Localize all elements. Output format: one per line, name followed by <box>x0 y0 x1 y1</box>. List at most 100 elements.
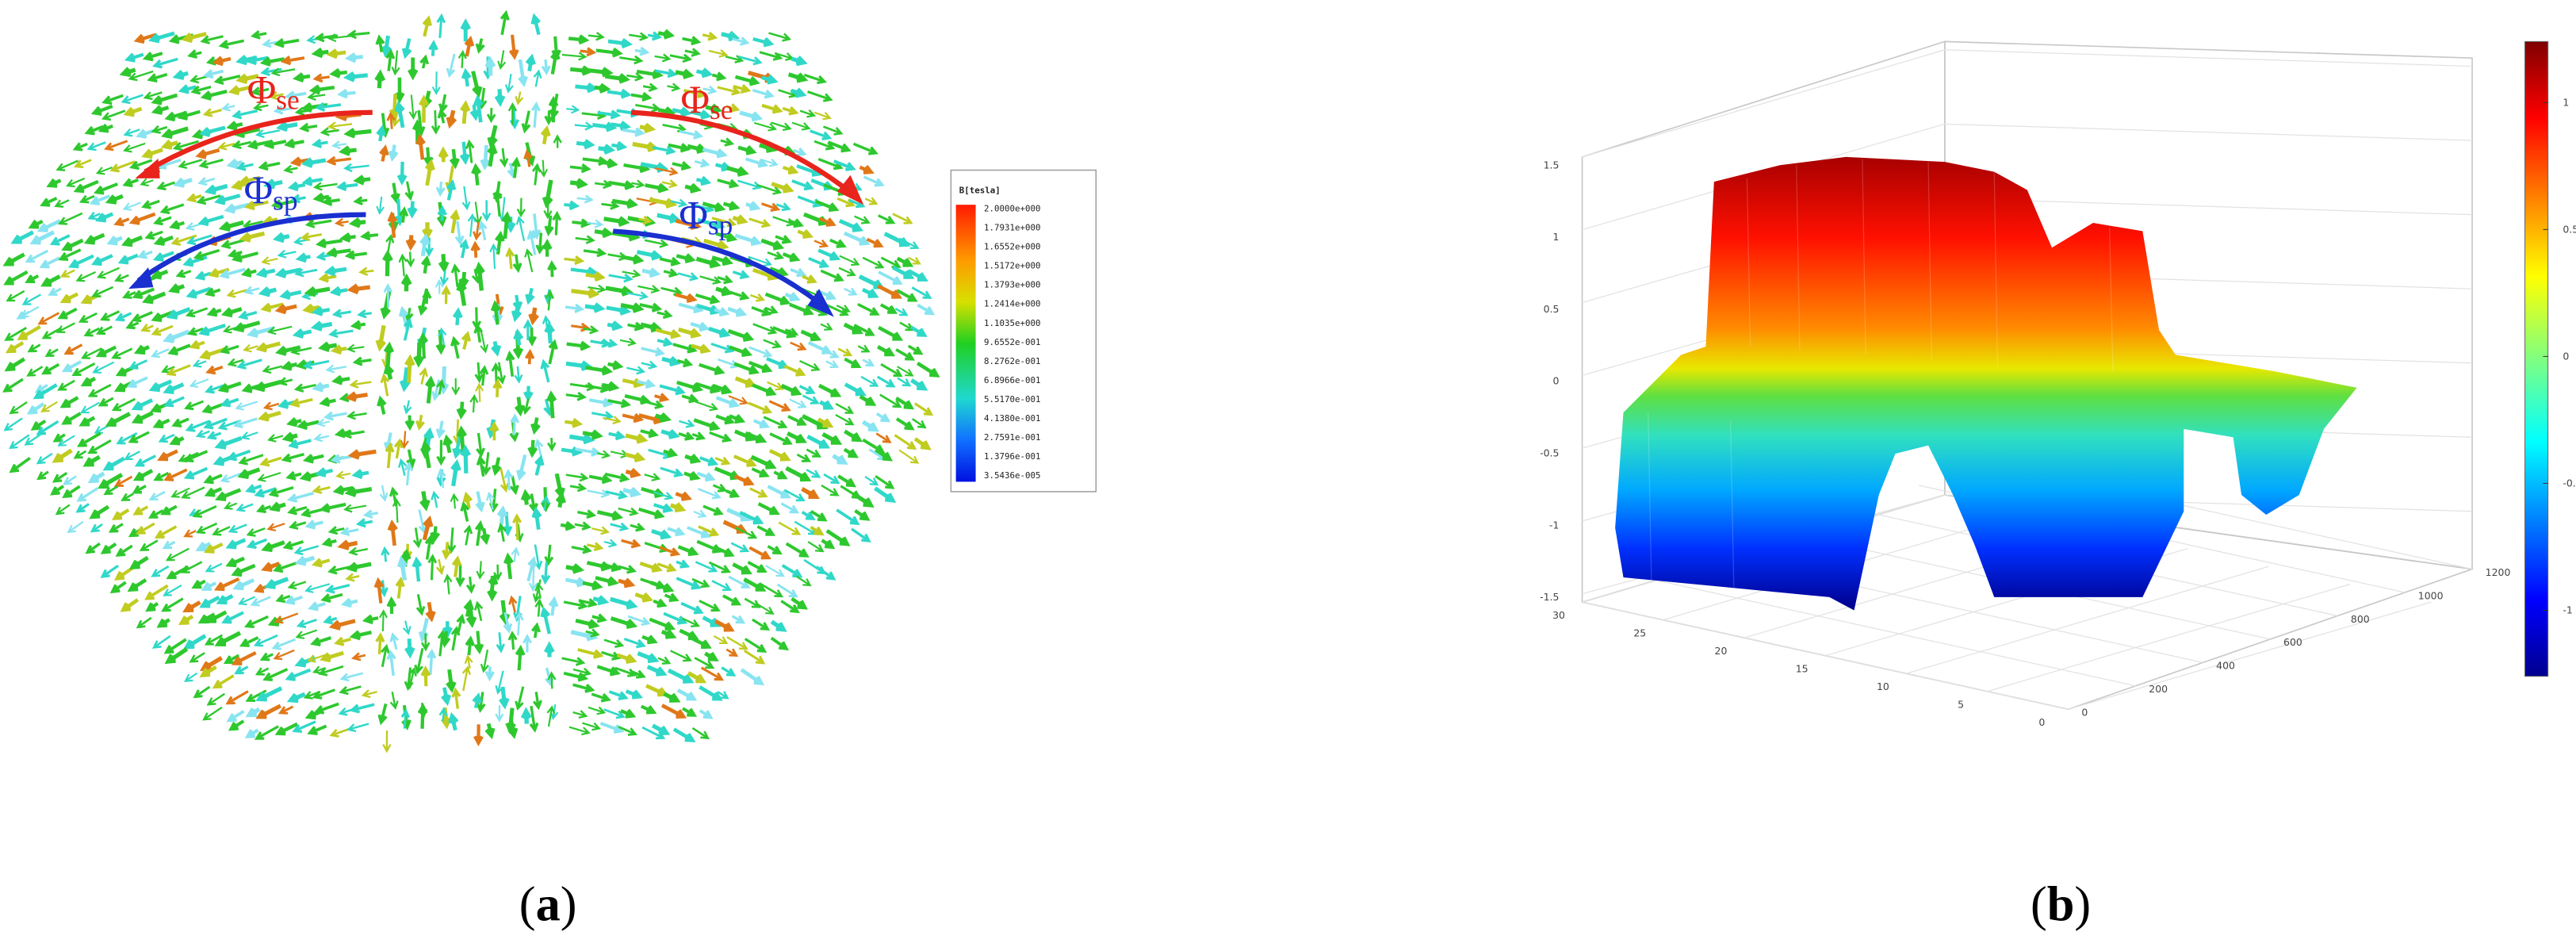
field-arrow <box>414 648 424 675</box>
field-arrow <box>582 722 602 731</box>
field-arrow <box>204 487 223 497</box>
field-arrow <box>301 176 323 186</box>
field-arrow <box>878 325 904 341</box>
field-arrow <box>693 418 721 431</box>
field-arrow <box>379 580 389 598</box>
field-arrow <box>733 474 755 486</box>
field-arrow <box>695 175 712 186</box>
field-arrow <box>3 270 29 286</box>
field-arrow <box>908 256 921 265</box>
field-arrow <box>144 584 169 600</box>
field-arrow <box>478 220 488 241</box>
field-arrow <box>99 310 121 321</box>
field-arrow <box>505 350 515 377</box>
field-arrow <box>534 438 544 459</box>
field-arrow <box>446 527 457 554</box>
field-arrow <box>859 394 877 406</box>
field-arrow <box>24 433 42 446</box>
field-arrow <box>681 707 698 717</box>
field-arrow <box>386 596 397 614</box>
field-arrow <box>790 341 807 351</box>
field-arrow <box>806 448 822 458</box>
field-arrow <box>473 323 484 343</box>
field-arrow <box>852 491 875 508</box>
field-arrow <box>199 595 220 608</box>
field-arrow <box>192 359 207 368</box>
field-arrow <box>394 198 405 227</box>
field-arrow <box>289 397 313 408</box>
field-arrow <box>768 400 791 412</box>
field-arrow <box>351 652 366 661</box>
field-arrow <box>450 626 461 651</box>
field-arrow <box>437 468 446 489</box>
field-arrow <box>780 502 800 514</box>
field-arrow <box>292 72 311 83</box>
field-arrow <box>714 545 735 558</box>
field-arrow <box>819 400 835 410</box>
field-arrow <box>348 217 366 228</box>
field-arrow <box>255 129 280 139</box>
x-grid <box>1649 578 2136 687</box>
field-arrow <box>214 631 242 647</box>
field-arrow <box>122 142 146 153</box>
field-arrow <box>670 650 693 662</box>
field-arrow <box>178 84 197 94</box>
field-arrow <box>220 239 246 250</box>
field-arrow <box>161 126 189 140</box>
field-arrow <box>604 472 630 483</box>
field-arrow <box>503 552 514 580</box>
field-arrow <box>455 563 465 588</box>
field-arrow <box>790 87 807 98</box>
field-arrow <box>4 327 27 341</box>
field-arrow <box>624 393 652 405</box>
field-arrow <box>486 491 496 510</box>
field-arrow <box>542 179 553 209</box>
field-arrow <box>451 687 461 709</box>
field-arrow <box>33 383 58 400</box>
field-arrow <box>541 495 550 511</box>
legend-value: 2.7591e-001 <box>984 432 1041 443</box>
field-arrow <box>274 304 297 315</box>
field-arrow <box>497 50 507 70</box>
field-arrow <box>30 419 47 431</box>
field-arrow <box>204 183 228 195</box>
field-arrow <box>405 235 417 251</box>
field-arrow <box>381 643 390 668</box>
field-arrow <box>635 103 661 113</box>
field-arrow <box>312 73 330 83</box>
field-arrow <box>337 539 358 550</box>
field-arrow <box>276 121 298 132</box>
field-arrow <box>659 384 686 396</box>
surface <box>1615 156 2357 611</box>
field-arrow <box>527 439 538 458</box>
field-arrow <box>263 139 287 149</box>
field-arrow <box>877 284 903 299</box>
field-arrow <box>225 556 245 568</box>
field-arrow <box>880 362 903 378</box>
field-arrow <box>618 507 639 516</box>
field-arrow <box>102 456 125 471</box>
field-arrow <box>319 397 336 407</box>
field-arrow <box>715 414 736 425</box>
field-arrow <box>113 217 130 227</box>
field-arrow <box>186 193 202 203</box>
z-tick-label: 1 <box>1553 231 1560 243</box>
flux-label: Φse <box>681 78 733 125</box>
field-arrow <box>189 339 205 350</box>
field-arrow <box>10 230 34 244</box>
field-arrow <box>109 160 136 173</box>
field-arrow <box>699 456 719 466</box>
field-arrow <box>151 635 171 649</box>
field-arrow <box>250 86 270 96</box>
field-arrow <box>442 542 452 561</box>
field-arrow <box>266 325 293 335</box>
field-arrow <box>190 85 212 95</box>
field-arrow <box>668 143 691 153</box>
field-arrow <box>588 32 605 41</box>
field-arrow <box>679 129 704 140</box>
field-arrow <box>57 212 83 225</box>
field-arrow <box>569 482 588 493</box>
field-arrow <box>522 319 533 340</box>
field-arrow <box>141 199 160 209</box>
field-arrow <box>255 704 281 719</box>
